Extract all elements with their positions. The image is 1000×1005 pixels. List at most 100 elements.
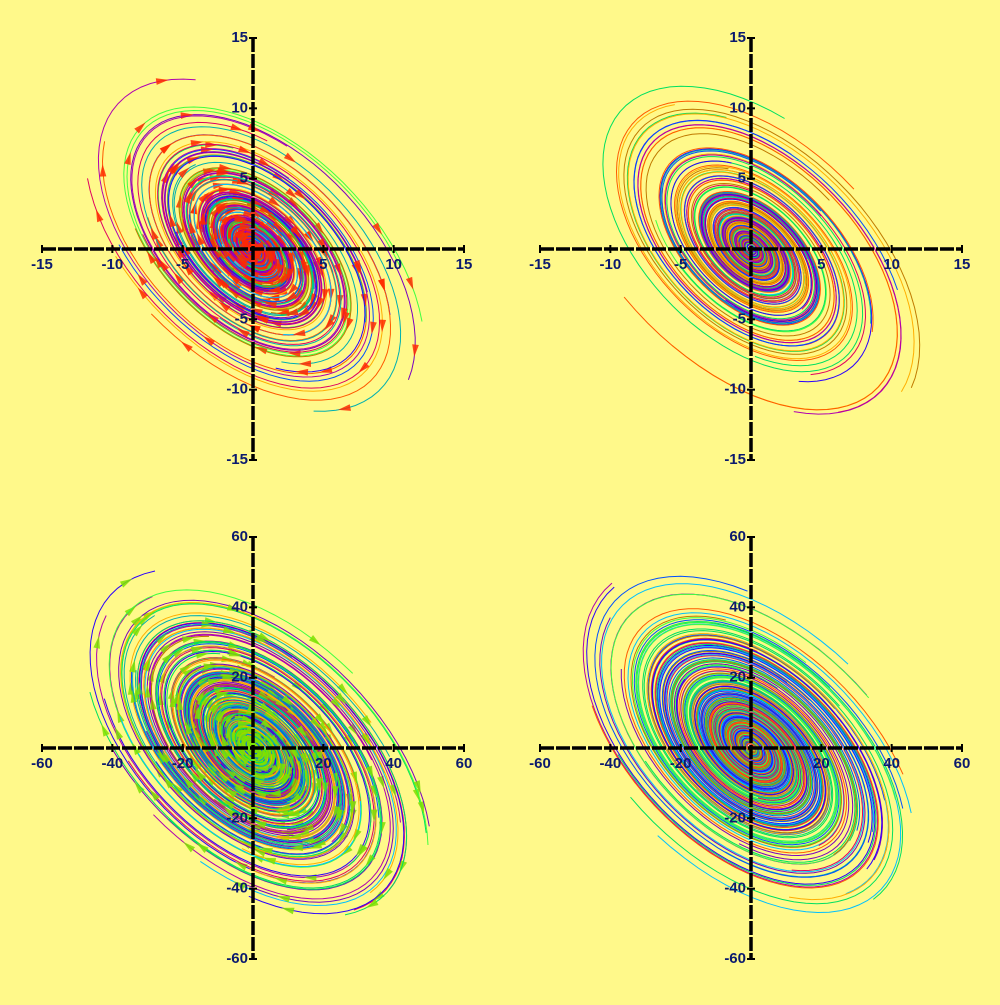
arrow [321, 782, 329, 795]
arrow [159, 643, 172, 654]
arrow [324, 318, 335, 331]
arrow [117, 710, 125, 723]
arrow [256, 316, 270, 324]
arrow [267, 764, 280, 776]
arrow [315, 750, 324, 764]
arrow [268, 249, 276, 263]
arrow [361, 715, 372, 728]
streamline [679, 186, 826, 332]
arrow [223, 799, 236, 810]
arrow [264, 747, 271, 761]
arrow [233, 881, 246, 891]
arrow [219, 277, 231, 289]
arrow [179, 663, 192, 675]
arrow [285, 187, 298, 199]
arrow [353, 259, 362, 273]
arrow [212, 276, 225, 288]
y-tick-label: -20 [226, 809, 248, 826]
arrow [283, 152, 297, 163]
arrow [129, 659, 136, 673]
arrow [225, 787, 238, 798]
arrow [281, 907, 295, 915]
y-tick-label: 60 [231, 528, 248, 545]
arrow [239, 235, 247, 248]
arrow [345, 793, 353, 807]
arrow [230, 123, 244, 131]
arrow [238, 145, 251, 154]
x-tick-label: -15 [529, 256, 551, 273]
arrow [417, 801, 425, 815]
arrow [263, 732, 275, 745]
arrow [194, 706, 201, 720]
arrow [223, 807, 236, 818]
arrow [203, 663, 217, 671]
arrow [216, 169, 229, 177]
arrow [358, 361, 370, 374]
y-tick-label: -15 [226, 451, 248, 468]
arrow [169, 214, 177, 228]
y-tick-label: -5 [235, 310, 248, 327]
x-tick-label: -5 [176, 256, 189, 273]
arrow [182, 667, 195, 678]
arrow [223, 747, 234, 760]
arrow [204, 190, 217, 201]
streamline [709, 705, 803, 805]
arrow [155, 78, 169, 85]
arrow [187, 177, 199, 189]
arrow [349, 801, 357, 814]
arrow [294, 188, 306, 200]
arrow [237, 720, 251, 727]
x-tick-label: 10 [883, 256, 900, 273]
x-tick-label: -20 [670, 755, 692, 772]
arrow [277, 263, 285, 277]
x-tick-label: 15 [954, 256, 971, 273]
arrow [200, 695, 212, 707]
arrow [222, 674, 235, 681]
arrow [284, 291, 298, 302]
arrow [132, 742, 141, 756]
arrow [279, 763, 287, 777]
x-tick-label: -10 [599, 256, 621, 273]
arrow [196, 842, 209, 854]
arrow [338, 822, 348, 836]
arrow [315, 778, 323, 791]
arrow [399, 860, 408, 874]
arrow [149, 789, 160, 802]
x-tick-label: -15 [31, 256, 53, 273]
streamline [664, 652, 817, 821]
x-tick-label: 60 [954, 755, 971, 772]
panel: -60 -40 -20 20 40 60 -60 -40 -20 20 40 60 [31, 528, 472, 967]
arrow [209, 702, 221, 715]
arrow [101, 723, 110, 737]
y-tick-label: 20 [729, 669, 746, 686]
arrow [228, 729, 236, 742]
arrow [335, 692, 347, 705]
arrow [172, 782, 183, 795]
arrow [268, 734, 280, 747]
arrow [199, 212, 206, 225]
arrow [228, 649, 242, 657]
arrow [215, 205, 228, 216]
arrow [218, 771, 230, 783]
arrow [134, 122, 146, 134]
arrow [142, 610, 156, 621]
arrow [208, 260, 219, 273]
arrow [319, 702, 331, 714]
arrow [221, 734, 229, 747]
arrow [264, 301, 277, 308]
arrow [316, 296, 325, 310]
arrow [93, 635, 100, 649]
arrow [274, 877, 288, 885]
x-tick-label: -10 [101, 256, 123, 273]
arrow [370, 809, 378, 823]
y-tick-label: -20 [724, 809, 746, 826]
arrow [114, 727, 124, 740]
arrow [297, 307, 310, 317]
arrow [163, 776, 174, 789]
streamlines [602, 85, 921, 415]
arrow [310, 717, 321, 730]
x-tick-label: 15 [456, 256, 473, 273]
arrow [119, 578, 133, 588]
arrow [173, 272, 185, 285]
